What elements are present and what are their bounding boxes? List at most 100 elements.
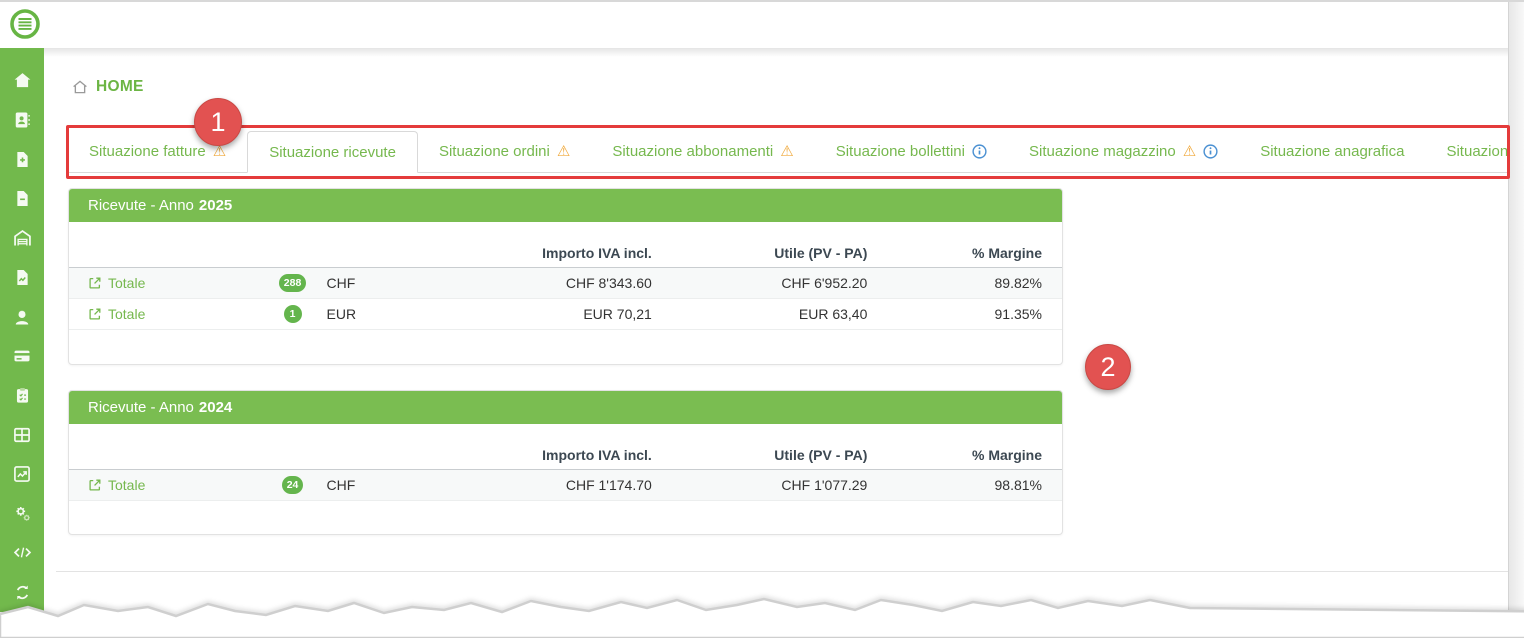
col-header-importo: Importo IVA incl.	[542, 446, 652, 463]
tab-label: Situazione ricevute	[269, 143, 396, 161]
document-add-icon	[16, 151, 28, 167]
sidebar-item-document-report[interactable]	[0, 258, 44, 297]
panel-header: Ricevute - Anno 2025	[69, 189, 1062, 222]
home-icon	[14, 73, 30, 88]
home-outline-icon	[73, 80, 87, 94]
importo-value: EUR 70,21	[583, 306, 652, 322]
sidebar-item-home[interactable]	[0, 61, 44, 100]
window-top-border	[0, 0, 1524, 2]
ricevute-table-2025: Importo IVA incl. Utile (PV - PA) % Marg…	[69, 238, 1062, 330]
tab-situazione-ricevute[interactable]: Situazione ricevute	[247, 131, 418, 173]
warning-icon: ⚠	[1182, 143, 1197, 160]
totale-link[interactable]: Totale	[108, 477, 146, 493]
currency-label: EUR	[326, 306, 357, 322]
window-right-shadow	[1508, 2, 1524, 638]
tab-situazione-anagrafica[interactable]: Situazione anagrafica	[1239, 131, 1425, 172]
sidebar-item-contacts[interactable]	[0, 100, 44, 139]
currency-label: CHF	[326, 275, 356, 291]
info-icon	[972, 144, 987, 159]
tab-label: Situazione fatture	[89, 143, 206, 160]
panel-title: Ricevute - Anno	[88, 399, 194, 416]
sidebar-item-payments[interactable]	[0, 337, 44, 376]
warning-icon: ⚠	[212, 143, 227, 160]
table-grid-icon	[14, 427, 30, 442]
panel-ricevute-2025: Ricevute - Anno 2025 Importo IVA incl. U…	[68, 188, 1063, 365]
panel-year: 2025	[198, 197, 233, 214]
panel-ricevute-2024: Ricevute - Anno 2024 Importo IVA incl. U…	[68, 390, 1063, 535]
worker-icon	[15, 310, 29, 325]
tab-label: Situazione abbonamenti	[612, 143, 774, 160]
tab-label: Situazione offerte	[1446, 143, 1524, 160]
col-header-utile: Utile (PV - PA)	[774, 244, 868, 261]
sidebar-item-document-add[interactable]	[0, 140, 44, 179]
warehouse-icon	[13, 229, 31, 246]
importo-value: CHF 8'343.60	[565, 275, 652, 291]
col-header-margine: % Margine	[971, 244, 1042, 261]
table-header-row: Importo IVA incl. Utile (PV - PA) % Marg…	[69, 238, 1062, 268]
col-header-margine: % Margine	[971, 446, 1042, 463]
sidebar-item-tasks[interactable]	[0, 376, 44, 415]
torn-edge	[0, 597, 1524, 638]
tab-situazione-ordini[interactable]: Situazione ordini ⚠	[418, 131, 591, 172]
importo-value: CHF 1'174.70	[565, 477, 652, 493]
chart-line-icon	[14, 466, 30, 483]
gears-icon	[15, 507, 30, 521]
topbar	[0, 2, 1508, 48]
tab-label: Situazione ordini	[438, 143, 550, 160]
info-icon	[1203, 144, 1218, 159]
sidebar-item-worker[interactable]	[0, 297, 44, 336]
tab-label: Situazione anagrafica	[1260, 143, 1405, 160]
warning-icon: ⚠	[780, 143, 794, 160]
sidebar-item-reports[interactable]	[0, 455, 44, 494]
panel-title: Ricevute - Anno	[88, 197, 194, 214]
sidebar-item-warehouse[interactable]	[0, 218, 44, 257]
document-remove-icon	[16, 191, 28, 207]
document-chart-icon	[16, 269, 28, 285]
menu-lines-logo-icon	[10, 9, 40, 39]
utile-value: EUR 63,40	[798, 306, 868, 322]
external-link-icon	[89, 308, 101, 320]
tab-situazione-abbonamenti[interactable]: Situazione abbonamenti ⚠	[591, 131, 814, 172]
panel-year: 2024	[198, 399, 233, 416]
breadcrumb: HOME	[71, 78, 144, 96]
sidebar	[0, 48, 44, 612]
tab-label: Situazione magazzino	[1028, 143, 1176, 160]
table-row: Totale 24 CHF CHF 1'174.70 CHF 1'077.29 …	[69, 470, 1062, 501]
clipboard-check-icon	[16, 388, 28, 403]
table-row: Totale 1 EUR EUR 70,21 EUR 63,40 91.35%	[69, 299, 1062, 330]
external-link-icon	[89, 479, 101, 491]
warning-icon: ⚠	[556, 143, 571, 160]
currency-label: CHF	[326, 477, 356, 493]
table-row: Totale 288 CHF CHF 8'343.60 CHF 6'952.20…	[69, 268, 1062, 299]
totale-link[interactable]: Totale	[108, 306, 146, 322]
annotation-badge-2: 2	[1085, 344, 1131, 390]
tab-situazione-fatture[interactable]: Situazione fatture ⚠	[68, 131, 247, 172]
external-link-icon	[89, 277, 101, 289]
sidebar-item-document-remove[interactable]	[0, 179, 44, 218]
col-header-utile: Utile (PV - PA)	[774, 446, 868, 463]
topbar-shadow	[44, 48, 1508, 57]
content-bottom-divider	[56, 571, 1508, 572]
breadcrumb-home-link[interactable]: HOME	[96, 78, 144, 95]
margine-value: 91.35%	[994, 306, 1042, 322]
sidebar-item-code[interactable]	[0, 533, 44, 572]
ricevute-table-2024: Importo IVA incl. Utile (PV - PA) % Marg…	[69, 440, 1062, 501]
code-icon	[13, 548, 31, 558]
annotation-badge-1: 1	[194, 98, 242, 146]
tab-situazione-bollettini[interactable]: Situazione bollettini	[815, 131, 1008, 172]
address-book-icon	[15, 112, 30, 128]
col-header-importo: Importo IVA incl.	[542, 244, 652, 261]
tab-situazione-magazzino[interactable]: Situazione magazzino ⚠	[1008, 131, 1239, 172]
totale-link[interactable]: Totale	[108, 275, 146, 291]
tab-label: Situazione bollettini	[835, 143, 965, 160]
panel-header: Ricevute - Anno 2024	[69, 391, 1062, 424]
tab-situazione-offerte[interactable]: Situazione offerte	[1425, 131, 1524, 172]
table-header-row: Importo IVA incl. Utile (PV - PA) % Marg…	[69, 440, 1062, 470]
sidebar-item-settings[interactable]	[0, 494, 44, 533]
count-badge: 1	[283, 305, 302, 323]
utile-value: CHF 1'077.29	[781, 477, 868, 493]
sidebar-item-tables[interactable]	[0, 415, 44, 454]
sidebar-item-refresh[interactable]	[0, 573, 44, 612]
app-logo-menu-button[interactable]	[9, 8, 41, 40]
